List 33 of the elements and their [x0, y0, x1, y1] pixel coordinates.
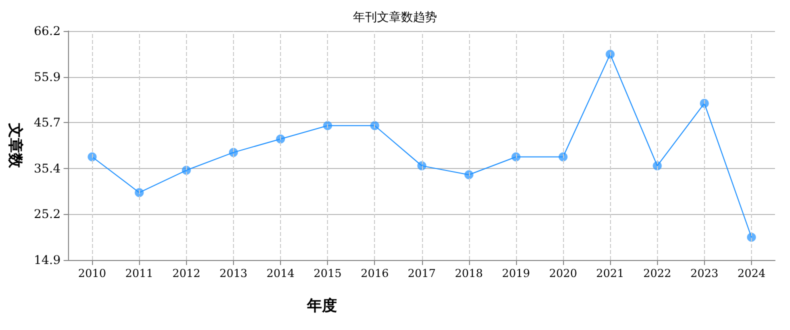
y-tick-label: 35.4: [34, 161, 61, 176]
point: [464, 170, 474, 180]
x-tick-label: 2024: [737, 267, 766, 280]
x-tick-label: 2018: [454, 267, 483, 280]
point: [134, 188, 144, 198]
x-tick-label: 2015: [314, 267, 342, 280]
y-tick-label: 25.2: [34, 207, 61, 222]
y-tick-label: 45.7: [34, 116, 61, 130]
x-tick-label: 2014: [266, 267, 295, 280]
x-tick-label: 2010: [78, 267, 106, 280]
point: [370, 121, 380, 130]
x-tick-label: 2023: [690, 267, 718, 280]
x-tick-label: 2013: [219, 267, 248, 280]
x-tick-label: 2016: [360, 267, 389, 280]
y-tick-label: 66.2: [34, 24, 61, 38]
point: [88, 152, 97, 162]
point: [276, 134, 286, 144]
x-tick-label: 2019: [502, 267, 530, 280]
y-axis-title: 文章数: [6, 122, 24, 169]
x-tick-label: 2017: [408, 267, 436, 280]
y-tick-label: 55.9: [34, 70, 61, 84]
point: [323, 121, 332, 130]
chart-title: 年刊文章数趋势: [353, 10, 437, 24]
x-tick-label: 2020: [549, 267, 578, 280]
x-tick-label: 2011: [125, 267, 154, 280]
x-tick-label: 2012: [172, 267, 200, 280]
point: [558, 152, 568, 162]
point: [512, 152, 520, 162]
x-tick-label: 2021: [596, 267, 624, 280]
x-axis-title: 年度: [306, 296, 337, 314]
point: [606, 50, 615, 59]
y-tick-label: 14.9: [34, 253, 61, 267]
x-tick-label: 2022: [643, 267, 672, 280]
